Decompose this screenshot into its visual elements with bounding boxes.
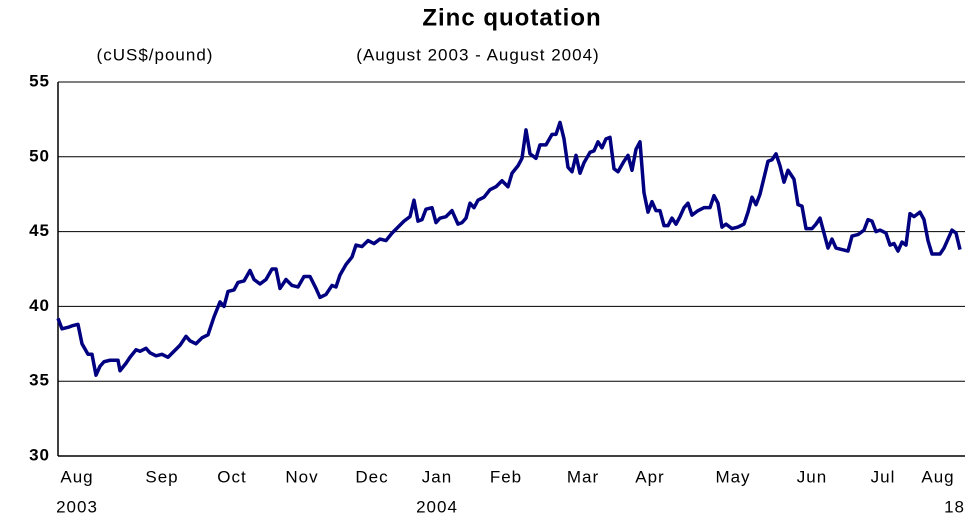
x-tick-label: Jun bbox=[797, 467, 827, 486]
y-tick-label: 35 bbox=[29, 371, 50, 390]
x-tick-label: Apr bbox=[635, 467, 664, 486]
x-tick-label: Feb bbox=[490, 467, 522, 486]
x-tick-sublabel: 2003 bbox=[56, 497, 98, 516]
x-tick-label: May bbox=[715, 467, 750, 486]
y-tick-label: 55 bbox=[29, 71, 50, 90]
x-tick-label: Oct bbox=[217, 467, 246, 486]
x-tick-label: Jul bbox=[871, 467, 896, 486]
x-tick-sublabel: 18 bbox=[944, 497, 965, 516]
y-tick-label: 40 bbox=[29, 296, 50, 315]
x-tick-sublabel: 2004 bbox=[416, 497, 458, 516]
y-axis-label: (cUS$/pound) bbox=[97, 45, 214, 64]
x-tick-label: Jan bbox=[422, 467, 452, 486]
chart-title: Zinc quotation bbox=[422, 4, 601, 31]
y-tick-label: 30 bbox=[29, 445, 50, 464]
y-tick-label: 45 bbox=[29, 221, 50, 240]
x-tick-label: Aug bbox=[921, 467, 954, 486]
chart-subtitle: (August 2003 - August 2004) bbox=[356, 45, 599, 64]
x-tick-label: Dec bbox=[355, 467, 388, 486]
line-series bbox=[56, 120, 962, 377]
x-tick-label: Nov bbox=[285, 467, 318, 486]
x-tick-label: Sep bbox=[145, 467, 178, 486]
x-tick-label: Aug bbox=[60, 467, 93, 486]
x-tick-label: Mar bbox=[567, 467, 599, 486]
y-tick-label: 50 bbox=[29, 146, 50, 165]
